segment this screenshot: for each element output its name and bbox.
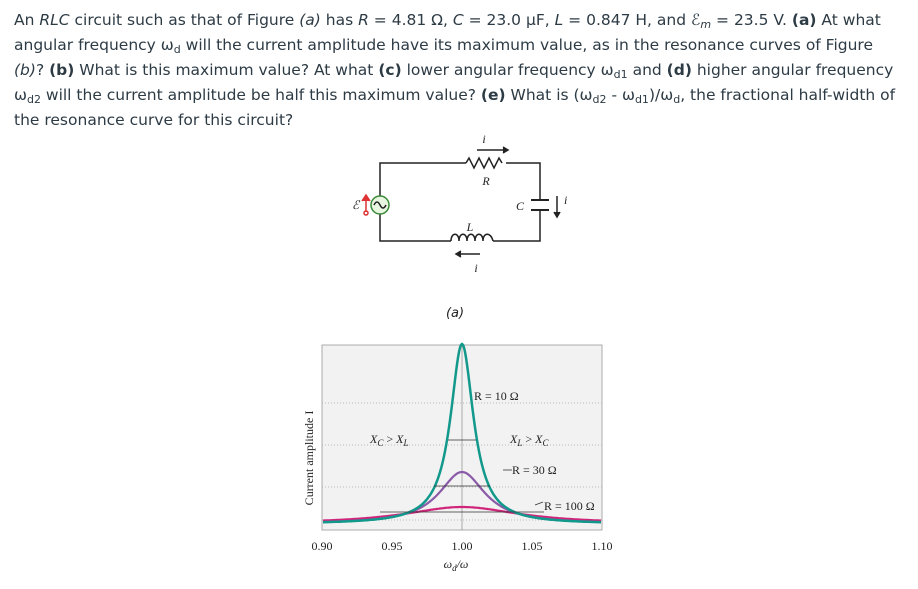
- current-label: i: [482, 132, 485, 146]
- arrowhead: [502, 146, 510, 154]
- current-label: i: [474, 261, 477, 275]
- plot: R = 10 Ω XC > XL XL > XC R = 30 Ω R = 10…: [302, 342, 613, 573]
- text: An: [14, 11, 40, 29]
- text: C: [542, 438, 549, 448]
- circuit: [361, 146, 561, 258]
- text: circuit such as that of Figure: [69, 11, 300, 29]
- inductor: [450, 233, 494, 242]
- text: X: [534, 432, 543, 446]
- region-label: XC > XL: [369, 432, 409, 448]
- text: d: [173, 43, 181, 56]
- text: has: [320, 11, 359, 29]
- text: >: [383, 432, 396, 446]
- current-label: i: [564, 193, 567, 207]
- text: C: [452, 11, 464, 29]
- text: What is this maximum value? At what: [74, 61, 379, 79]
- x-tick-label: 1.00: [452, 539, 473, 553]
- leader: [534, 501, 544, 506]
- text: What is (: [505, 86, 580, 104]
- text: >: [522, 432, 535, 446]
- curve-label: R = 100 Ω: [544, 499, 595, 513]
- text: L: [554, 11, 564, 29]
- text: (e): [480, 86, 506, 104]
- text: X: [395, 432, 404, 446]
- text: )/: [648, 86, 661, 104]
- text: will the current amplitude have its maxi…: [180, 36, 874, 54]
- problem-text: An RLC circuit such as that of Figure (a…: [14, 10, 904, 131]
- x-axis-label: ωd/ω: [444, 557, 469, 573]
- text: = 0.847 H, and: [563, 11, 691, 29]
- terminal: [363, 210, 369, 216]
- text: d2: [592, 93, 607, 106]
- text: ω: [600, 61, 614, 79]
- text: ℰ: [691, 11, 701, 29]
- text: d1: [634, 93, 649, 106]
- curve: [323, 342, 601, 524]
- text: will the current amplitude be half this …: [40, 86, 481, 104]
- text: ω: [160, 36, 174, 54]
- inductor-label: L: [466, 220, 474, 234]
- text: X: [509, 432, 518, 446]
- text: , the fractional half-width of the reson…: [14, 86, 896, 129]
- resistor-label: R: [481, 174, 490, 188]
- text: ω: [444, 557, 452, 571]
- text: higher angular frequency: [691, 61, 894, 79]
- y-axis-label: Current amplitude I: [302, 411, 316, 506]
- text: ω: [621, 86, 635, 104]
- text: d2: [26, 93, 41, 106]
- capacitor-label: C: [516, 199, 525, 213]
- text: (d): [666, 61, 692, 79]
- text: (b): [14, 61, 36, 79]
- x-tick-label: 0.90: [312, 539, 333, 553]
- text: = 23.0 μF,: [463, 11, 555, 29]
- text: (b): [49, 61, 75, 79]
- text: = 23.5 V.: [711, 11, 792, 29]
- text: d1: [613, 68, 628, 81]
- x-tick-label: 1.10: [592, 539, 613, 553]
- curve-label: R = 10 Ω: [474, 389, 519, 403]
- text: C: [377, 438, 384, 448]
- half-width-arrows: [380, 439, 544, 513]
- emf-label: ℰ: [352, 198, 361, 212]
- wire: [379, 162, 541, 242]
- text: ?: [35, 61, 50, 79]
- x-tick-label: 0.95: [382, 539, 403, 553]
- text: ω: [579, 86, 593, 104]
- text: and: [627, 61, 667, 79]
- text: At what angular frequency: [14, 11, 881, 54]
- capacitor: [531, 199, 549, 211]
- text: RLC: [39, 11, 70, 29]
- text: L: [402, 438, 408, 448]
- text: ω: [660, 86, 674, 104]
- text: -: [606, 86, 622, 104]
- text: L: [516, 438, 522, 448]
- text: X: [369, 432, 378, 446]
- text: (a): [299, 11, 321, 29]
- arrowhead: [361, 193, 371, 202]
- text: d: [673, 93, 681, 106]
- text: (a): [791, 11, 817, 29]
- text: m: [700, 18, 712, 31]
- arrowhead: [553, 211, 561, 219]
- curve: [322, 505, 602, 522]
- text: = 4.81 Ω,: [368, 11, 453, 29]
- region-label: XL > XC: [509, 432, 549, 448]
- source-symbol: [373, 201, 387, 209]
- resistor: [465, 156, 503, 170]
- text: d: [452, 563, 457, 573]
- x-tick-label: 1.05: [522, 539, 543, 553]
- arrowhead: [454, 250, 462, 258]
- caption: (a): [446, 306, 464, 321]
- text: ω: [14, 86, 27, 104]
- text: R: [358, 11, 369, 29]
- text: /ω: [456, 557, 469, 571]
- text: (c): [378, 61, 402, 79]
- text: lower angular frequency: [401, 61, 601, 79]
- curve-label: R = 30 Ω: [512, 463, 557, 477]
